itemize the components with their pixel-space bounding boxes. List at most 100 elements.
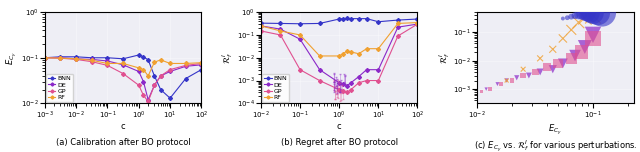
Point [477, 91, 487, 93]
DE [166, 71, 174, 72]
Point [582, 13, 593, 15]
BNN [157, 89, 164, 91]
GP [41, 57, 49, 59]
X-axis label: c: c [121, 122, 125, 131]
GP [150, 84, 158, 86]
Legend: BNN, DE, GP, RF: BNN, DE, GP, RF [46, 74, 73, 102]
Text: (a) Calibration after BO protocol: (a) Calibration after BO protocol [56, 138, 191, 147]
RF [374, 48, 382, 50]
Point [588, 34, 598, 36]
Point [518, 68, 528, 70]
RF [144, 75, 152, 77]
BNN [140, 56, 147, 58]
RF [347, 51, 355, 53]
Line: GP: GP [44, 56, 203, 103]
Point [558, 37, 568, 40]
DE [41, 57, 49, 59]
Point [562, 17, 572, 19]
DE [150, 84, 158, 86]
Point [481, 88, 492, 90]
DE [413, 23, 421, 25]
BNN [347, 18, 355, 20]
GP [296, 69, 304, 71]
BNN [150, 75, 158, 77]
RF [355, 53, 363, 55]
Point [588, 14, 598, 17]
DE [72, 58, 80, 60]
Line: BNN: BNN [259, 17, 419, 25]
BNN [135, 54, 143, 56]
BNN [166, 97, 174, 99]
Point [566, 29, 577, 31]
X-axis label: $E_{C_y}$: $E_{C_y}$ [548, 122, 562, 137]
RF [119, 62, 127, 64]
BNN [88, 57, 95, 59]
RF [296, 34, 304, 36]
Line: DE: DE [259, 23, 419, 87]
BNN [41, 57, 49, 59]
Point [541, 66, 552, 68]
DE [355, 76, 363, 78]
GP [363, 80, 371, 81]
RF [257, 25, 265, 27]
GP [276, 34, 284, 36]
RF [56, 57, 64, 59]
GP [343, 92, 351, 93]
DE [394, 26, 402, 28]
RF [88, 59, 95, 61]
RF [198, 62, 205, 64]
Point [597, 12, 607, 14]
BNN [363, 18, 371, 20]
DE [276, 28, 284, 30]
GP [257, 30, 265, 32]
DE [140, 81, 147, 83]
GP [374, 80, 382, 81]
BNN [355, 18, 363, 20]
BNN [339, 18, 347, 20]
RF [413, 22, 421, 23]
BNN [374, 21, 382, 23]
Point [593, 12, 603, 14]
DE [316, 69, 323, 71]
DE [104, 60, 111, 62]
Point [566, 15, 577, 18]
Point [502, 79, 512, 82]
RF [166, 62, 174, 64]
DE [363, 69, 371, 71]
DE [144, 99, 152, 101]
RF [276, 30, 284, 32]
BNN [144, 59, 152, 61]
Point [577, 13, 587, 16]
DE [56, 57, 64, 59]
BNN [296, 23, 304, 25]
Text: (b) Regret after BO protocol: (b) Regret after BO protocol [280, 138, 398, 147]
RF [157, 59, 164, 61]
Y-axis label: $\mathcal{R}_f^I$: $\mathcal{R}_f^I$ [220, 52, 236, 64]
Point [580, 17, 590, 19]
Point [580, 46, 590, 48]
GP [144, 101, 152, 102]
GP [316, 80, 323, 81]
Point [535, 71, 545, 73]
Point [548, 48, 558, 50]
GP [182, 64, 189, 66]
BNN [182, 78, 189, 79]
Point [485, 88, 495, 90]
Line: BNN: BNN [44, 54, 203, 100]
GP [198, 62, 205, 64]
RF [140, 69, 147, 71]
DE [119, 64, 127, 66]
RF [339, 53, 347, 55]
Point [580, 13, 590, 15]
Line: GP: GP [259, 23, 419, 94]
DE [88, 59, 95, 60]
Point [492, 83, 502, 85]
RF [394, 22, 402, 24]
Point [570, 14, 580, 17]
DE [335, 82, 343, 84]
DE [339, 83, 347, 85]
Point [553, 62, 563, 65]
GP [119, 73, 127, 74]
Point [573, 14, 584, 16]
BNN [257, 22, 265, 24]
